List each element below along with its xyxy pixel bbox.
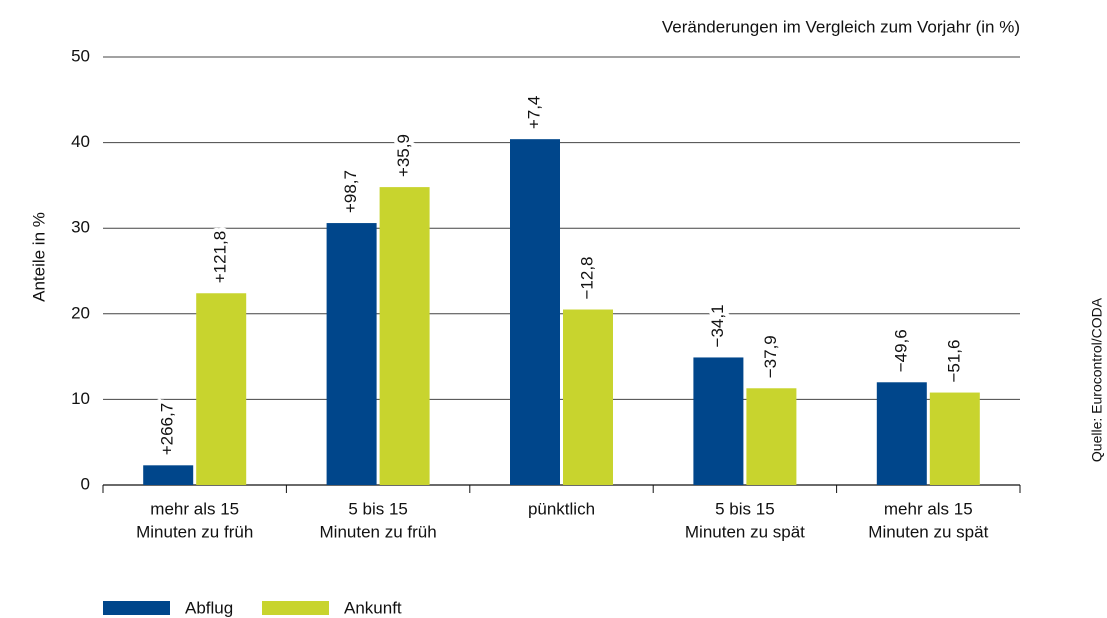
change-label: −34,1 xyxy=(708,304,727,347)
change-label: +35,9 xyxy=(394,134,413,177)
bar xyxy=(379,187,430,485)
change-label: +121,8 xyxy=(211,231,230,283)
y-axis-label: Anteile in % xyxy=(29,212,48,302)
y-tick-label: 50 xyxy=(71,46,90,65)
y-tick-label: 20 xyxy=(71,303,90,322)
x-tick-label: Minuten zu früh xyxy=(320,522,437,541)
change-label: −51,6 xyxy=(944,340,963,383)
change-label: +266,7 xyxy=(158,403,177,455)
source: Quelle: Eurocontrol/CODA xyxy=(1089,297,1105,462)
bar xyxy=(929,392,980,485)
x-tick-label: 5 bis 15 xyxy=(348,499,408,518)
legend-label: Ankunft xyxy=(344,598,402,617)
bar xyxy=(326,223,377,485)
change-label: +7,4 xyxy=(524,96,543,130)
bar xyxy=(693,357,744,485)
y-tick-label: 40 xyxy=(71,132,90,151)
x-tick-label: 5 bis 15 xyxy=(715,499,775,518)
change-label: −49,6 xyxy=(891,329,910,372)
bar xyxy=(143,465,194,485)
y-tick-label: 0 xyxy=(81,474,90,493)
x-tick-label: pünktlich xyxy=(528,499,595,518)
x-tick-label: mehr als 15 xyxy=(150,499,239,518)
legend-swatch xyxy=(262,601,329,615)
bar xyxy=(510,139,560,485)
legend-label: Abflug xyxy=(185,598,233,617)
change-label: −12,8 xyxy=(577,257,596,300)
bar xyxy=(876,382,927,485)
x-tick-label: Minuten zu spät xyxy=(685,522,805,541)
bar xyxy=(196,293,247,485)
change-label: +98,7 xyxy=(341,170,360,213)
x-tick-label: mehr als 15 xyxy=(884,499,973,518)
y-tick-label: 10 xyxy=(71,389,90,408)
change-label: −37,9 xyxy=(761,335,780,378)
legend-swatch xyxy=(103,601,170,615)
chart-title: Veränderungen im Vergleich zum Vorjahr (… xyxy=(662,17,1020,36)
x-tick-label: Minuten zu spät xyxy=(868,522,988,541)
bar xyxy=(746,388,797,485)
bar xyxy=(563,309,613,485)
y-tick-label: 30 xyxy=(71,218,90,237)
x-tick-label: Minuten zu früh xyxy=(136,522,253,541)
